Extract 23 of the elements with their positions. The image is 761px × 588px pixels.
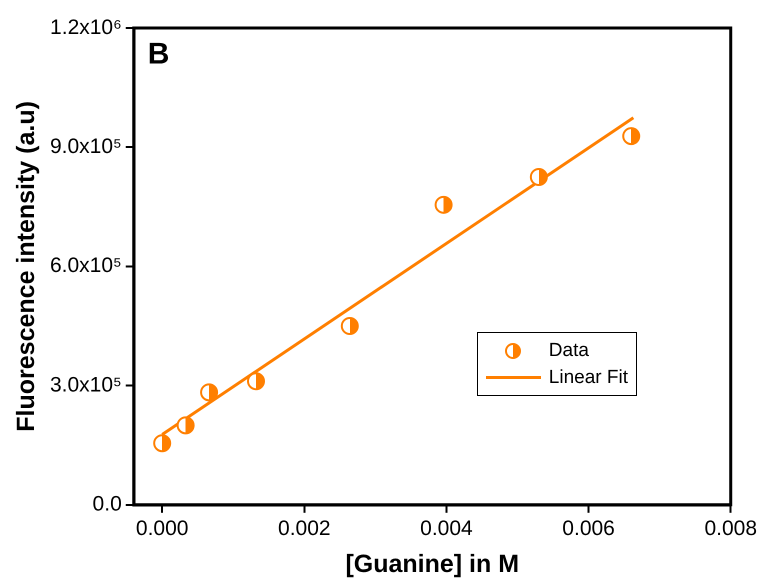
x-axis-title: [Guanine] in M <box>345 550 520 578</box>
y-axis-title: Fluorescence intensity (a.u) <box>12 101 40 432</box>
legend-label: Linear Fit <box>548 366 628 388</box>
y-tick-label: 1.2x10⁶ <box>50 16 122 39</box>
legend-label: Data <box>548 340 589 362</box>
x-tick-label: 0.004 <box>420 517 474 540</box>
point <box>153 434 172 452</box>
x-tick-label: 0.008 <box>704 517 758 540</box>
point <box>246 372 265 390</box>
y-tick-label: 0.0 <box>92 492 122 516</box>
x-tick-label: 0.006 <box>562 517 615 540</box>
point <box>176 416 195 434</box>
point <box>434 196 453 214</box>
point <box>200 383 218 402</box>
y-tick-label: 3.0x10⁵ <box>50 373 122 396</box>
y-tick-label: 9.0x10⁵ <box>50 134 122 158</box>
point <box>530 168 548 186</box>
point <box>622 127 640 146</box>
x-tick-label: 0.000 <box>136 517 188 540</box>
x-tick-label: 0.002 <box>278 517 331 540</box>
y-tick-label: 6.0x10⁵ <box>50 254 122 278</box>
annotation: B <box>148 37 170 70</box>
point <box>340 317 359 335</box>
